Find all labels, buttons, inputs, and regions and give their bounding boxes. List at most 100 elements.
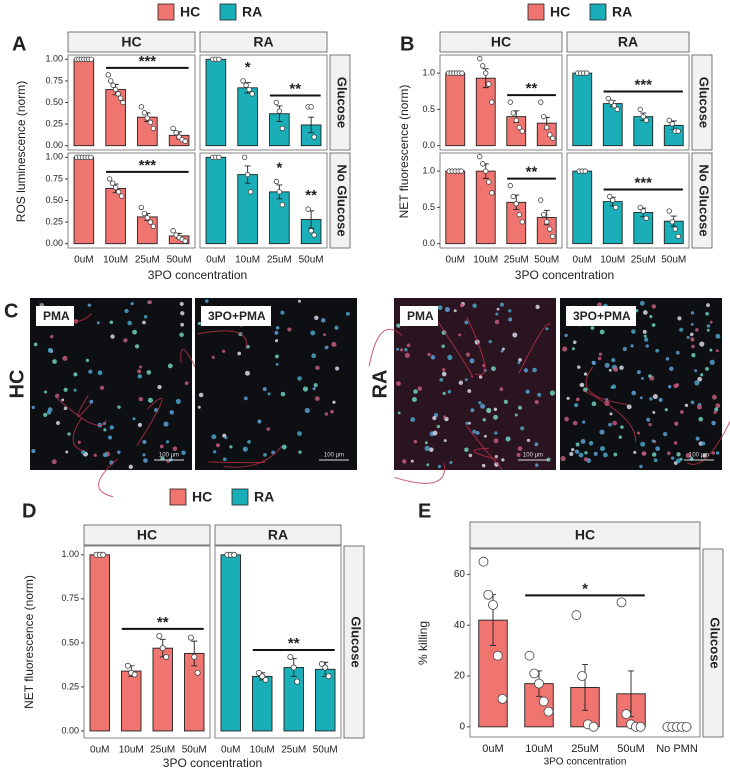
data-point: [308, 228, 314, 234]
data-point: [311, 232, 317, 238]
data-point: [516, 124, 522, 131]
data-point: [544, 219, 550, 225]
cell: [694, 369, 698, 373]
cell: [604, 362, 610, 368]
cell: [612, 420, 617, 426]
cell: [713, 410, 717, 414]
cell: [472, 429, 477, 434]
legend-swatch: [527, 3, 545, 21]
cell: [428, 447, 434, 452]
cell: [501, 458, 505, 462]
image-label: 3PO+PMA: [573, 309, 631, 323]
cell: [706, 303, 710, 308]
data-point: [669, 121, 675, 127]
cell: [43, 390, 48, 394]
significance-label: ***: [139, 53, 157, 70]
bar: [315, 668, 336, 732]
data-point: [550, 135, 556, 142]
cell: [424, 441, 428, 445]
y-tick-label: 0.0: [422, 140, 435, 150]
cell: [700, 373, 704, 377]
cell: [478, 401, 482, 405]
x-tick-label: 25uM: [504, 255, 529, 266]
x-tick-label: 10uM: [235, 255, 260, 266]
cell: [691, 352, 696, 358]
cell: [470, 408, 475, 413]
cell: [715, 349, 719, 353]
cell: [575, 442, 580, 447]
cell: [599, 329, 605, 335]
cell: [180, 322, 184, 327]
cell: [517, 446, 523, 451]
cell: [432, 430, 438, 436]
panel-border: [439, 54, 563, 151]
cell: [444, 307, 450, 313]
bar: [205, 58, 227, 147]
cell: [275, 325, 280, 330]
cell: [447, 354, 453, 360]
cell: [167, 363, 173, 369]
data-point: [492, 650, 503, 661]
data-point: [614, 106, 620, 113]
cell: [670, 456, 675, 460]
cell: [633, 450, 637, 454]
significance-label: **: [157, 614, 169, 631]
cell: [244, 370, 250, 376]
group-label: HC: [6, 370, 28, 399]
data-point: [287, 653, 294, 660]
significance-label: ***: [634, 174, 652, 191]
cell: [686, 335, 690, 339]
cell: [275, 362, 279, 366]
facet-strip-label: HC: [121, 34, 141, 50]
x-tick-label: 10uM: [473, 255, 498, 266]
cell: [410, 459, 414, 463]
data-point: [241, 154, 248, 161]
data-point: [147, 119, 154, 126]
cell: [640, 441, 646, 447]
cell: [571, 347, 575, 351]
cell: [702, 453, 707, 458]
panel-label: E: [418, 500, 431, 522]
data-point: [194, 669, 201, 676]
cell: [691, 344, 695, 349]
bar: [121, 670, 142, 732]
cell: [424, 445, 430, 451]
cell: [574, 403, 579, 408]
y-axis-title: ROS luminescence (norm): [14, 81, 28, 222]
y-tick-label: 20: [454, 671, 466, 682]
cell: [117, 450, 121, 454]
x-tick-label: 25uM: [571, 743, 599, 755]
panel-border: [439, 152, 563, 249]
y-tick-label: 0.25: [45, 216, 63, 226]
data-point: [529, 668, 540, 679]
cell: [571, 448, 575, 452]
cell: [266, 427, 271, 431]
x-tick-label: 10uM: [119, 745, 144, 756]
net-strand: [466, 316, 486, 376]
cell: [437, 305, 443, 311]
row-strip-label: Glucose: [708, 617, 723, 668]
cell: [525, 389, 530, 394]
data-point: [524, 650, 535, 661]
panel-border: [469, 548, 701, 738]
data-point: [613, 204, 619, 211]
cell: [574, 449, 580, 454]
cell: [262, 387, 267, 392]
data-point: [159, 645, 166, 652]
cell: [157, 384, 162, 390]
cell: [99, 385, 105, 390]
cell: [603, 452, 608, 458]
cell: [705, 312, 709, 316]
cell: [138, 397, 143, 402]
cell: [642, 310, 648, 315]
cell: [63, 406, 68, 411]
data-point: [273, 99, 280, 106]
data-point: [150, 223, 157, 230]
cell: [493, 414, 498, 420]
cell: [664, 408, 668, 412]
data-point: [156, 632, 163, 639]
cell: [117, 405, 121, 409]
x-tick-label: 0uM: [573, 255, 592, 266]
cell: [50, 334, 54, 339]
